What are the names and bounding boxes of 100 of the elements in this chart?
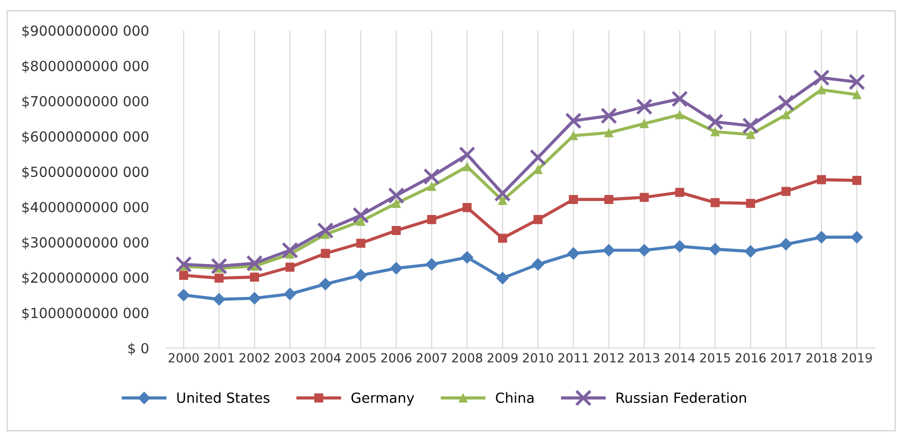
point [813, 69, 830, 86]
x-tick-label: 2015 [700, 353, 730, 363]
x-tick-label: 2003 [274, 353, 305, 363]
point [392, 226, 401, 236]
y-tick-label: $4000000000 000 [22, 202, 148, 214]
x-tick-label: 2008 [452, 353, 482, 363]
y-tick-label: $5000000000 000 [22, 166, 148, 179]
point [390, 262, 402, 274]
x-tick-label: 2002 [240, 353, 270, 363]
point [317, 222, 334, 239]
point [778, 94, 794, 112]
point [636, 98, 653, 115]
legend-label: Germany [351, 392, 414, 406]
point [673, 240, 686, 253]
x-tick-label: 2010 [522, 353, 554, 363]
point [744, 245, 757, 258]
point [427, 182, 436, 191]
point [850, 230, 864, 244]
point [708, 242, 722, 256]
legend-label: China [496, 392, 534, 404]
point [815, 230, 828, 244]
point [496, 272, 509, 284]
point [710, 127, 720, 136]
point [320, 248, 330, 258]
point [604, 194, 614, 204]
point [175, 256, 192, 273]
point [177, 288, 190, 302]
x-tick-label: 2000 [168, 353, 199, 363]
point [460, 251, 474, 264]
point [746, 198, 756, 208]
point [602, 244, 616, 257]
y-tick-label: $7000000000 000 [22, 96, 148, 108]
point [494, 185, 511, 202]
point [462, 203, 472, 212]
point [780, 238, 792, 251]
point [852, 176, 862, 185]
point [250, 272, 260, 282]
legend-label: Russian Federation [616, 392, 746, 404]
point [285, 262, 294, 272]
point [530, 149, 546, 166]
y-tick-label: $1000000000 000 [22, 307, 148, 320]
point [214, 274, 224, 283]
point [248, 292, 261, 304]
point [356, 238, 366, 248]
x-tick-label: 2006 [381, 353, 412, 363]
point [781, 186, 791, 196]
x-tick-label: 2009 [488, 353, 518, 363]
point [388, 187, 405, 204]
x-tick-label: 2004 [310, 353, 341, 363]
point [425, 258, 438, 271]
point [423, 168, 440, 185]
point [671, 90, 688, 108]
point [498, 196, 508, 206]
x-tick-label: 2018 [806, 353, 836, 363]
x-tick-label: 2011 [558, 353, 588, 363]
x-tick-label: 2001 [204, 353, 234, 363]
point [282, 242, 298, 259]
point [210, 258, 228, 274]
point [498, 234, 508, 243]
point [284, 288, 296, 300]
point [565, 112, 582, 130]
x-tick-label: 2017 [771, 353, 801, 363]
point [352, 207, 370, 224]
y-tick-label: $ 0 [128, 342, 148, 356]
point [640, 192, 649, 202]
point [816, 175, 826, 184]
point [356, 216, 366, 226]
point [533, 215, 542, 224]
point [319, 278, 332, 290]
point [600, 108, 618, 124]
x-tick-label: 2012 [594, 353, 624, 363]
point [567, 247, 580, 260]
point [427, 215, 436, 224]
point [781, 110, 791, 120]
x-tick-label: 2005 [346, 353, 376, 363]
y-tick-label: $6000000000 000 [22, 131, 148, 144]
y-tick-label: $9000000000 000 [22, 25, 148, 38]
point [675, 188, 684, 197]
point [848, 74, 866, 90]
point [246, 254, 263, 272]
point [392, 198, 401, 208]
point [706, 114, 724, 130]
point [604, 128, 614, 138]
y-tick-label: $3000000000 000 [22, 236, 148, 250]
x-tick-label: 2007 [416, 353, 447, 363]
point [640, 119, 649, 128]
y-tick-label: $2000000000 000 [22, 272, 148, 285]
point [532, 258, 544, 271]
x-tick-label: 2013 [629, 353, 660, 363]
y-tick-label: $8000000000 000 [22, 60, 148, 74]
point [746, 130, 756, 140]
point [742, 117, 759, 134]
x-tick-label: 2019 [842, 353, 872, 363]
point [675, 110, 684, 120]
point [638, 244, 651, 257]
point [816, 85, 826, 94]
point [354, 269, 368, 282]
point [710, 198, 720, 208]
legend-label: United States [177, 392, 270, 404]
point [212, 293, 226, 306]
